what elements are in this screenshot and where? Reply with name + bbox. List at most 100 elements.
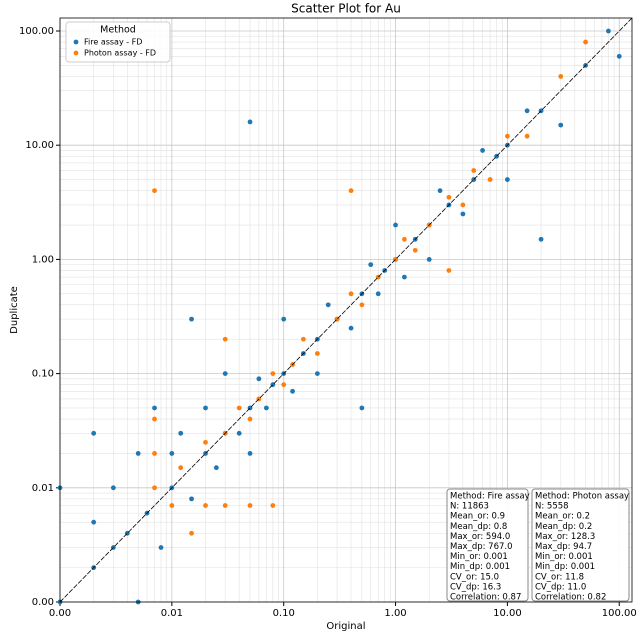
point (359, 405, 365, 411)
stats-line: Mean_dp: 0.2 (535, 522, 592, 532)
point (348, 325, 354, 331)
stats-line: Method: Photon assay (535, 492, 629, 502)
stats-line: Mean_or: 0.2 (535, 512, 590, 522)
point (460, 211, 466, 217)
point (281, 382, 287, 388)
point (135, 451, 141, 456)
point (222, 336, 228, 342)
point (247, 503, 253, 508)
point (375, 291, 381, 297)
stats-line: CV_dp: 16.3 (450, 582, 501, 592)
y-axis-label: Duplicate (9, 286, 20, 334)
point (91, 430, 97, 436)
point (290, 388, 295, 394)
x-tick-label: 100.00 (602, 608, 637, 619)
stats-line: CV_dp: 11.0 (535, 582, 586, 592)
point (348, 291, 354, 297)
point (505, 133, 510, 139)
x-tick-label: 10.00 (493, 608, 522, 619)
point (152, 451, 157, 456)
point (359, 302, 365, 308)
point (460, 202, 466, 208)
legend-marker (73, 50, 79, 56)
stats-line: Min_dp: 0.001 (535, 562, 595, 572)
legend-label: Fire assay - FD (84, 38, 142, 47)
point (348, 188, 354, 194)
stats-line: Correlation: 0.87 (450, 593, 521, 603)
point (616, 53, 622, 59)
point (169, 503, 175, 508)
point (91, 519, 97, 525)
point (203, 503, 208, 508)
point (189, 530, 194, 536)
point (583, 39, 588, 45)
point (606, 28, 611, 34)
point (178, 465, 184, 471)
stats-line: Method: Fire assay (450, 492, 530, 502)
point (203, 405, 208, 411)
point (393, 222, 398, 228)
stats-line: N: 5558 (535, 502, 569, 512)
point (402, 274, 407, 280)
point (412, 247, 418, 253)
stats-line: Max_dp: 767.0 (450, 542, 513, 552)
point (152, 416, 157, 422)
point (558, 74, 564, 79)
plot-frame (59, 17, 633, 603)
point (426, 257, 432, 262)
point (480, 148, 485, 153)
stats-line: CV_or: 15.0 (450, 572, 499, 582)
y-tick-label: 0.10 (32, 369, 54, 380)
point (471, 168, 477, 173)
point (446, 194, 452, 200)
stats-line: Max_or: 128.3 (535, 532, 595, 542)
x-tick-label: 0.01 (161, 608, 183, 619)
y-tick-label: 0.00 (32, 597, 54, 608)
x-axis-label: Original (326, 621, 365, 632)
legend-box (65, 21, 171, 63)
stats-line: Min_dp: 0.001 (450, 562, 510, 572)
point (236, 430, 242, 436)
point (314, 371, 320, 377)
point (247, 119, 253, 125)
x-tick-label: 0.10 (273, 608, 295, 619)
stats-line: Max_or: 594.0 (450, 532, 510, 542)
point (222, 503, 228, 508)
stats-line: Max_dp: 94.7 (535, 542, 592, 552)
point (152, 485, 157, 491)
point (158, 545, 164, 550)
y-tick-label: 1.00 (32, 254, 54, 265)
legend-marker (73, 39, 79, 45)
point (437, 188, 443, 194)
point (558, 122, 564, 128)
point (524, 133, 530, 139)
stats-line: N: 11863 (450, 502, 489, 512)
point (325, 302, 331, 308)
point (487, 177, 493, 182)
point (314, 351, 320, 356)
stats-line: Mean_or: 0.9 (450, 512, 505, 522)
y-tick-label: 100.00 (19, 26, 54, 37)
point (524, 108, 530, 114)
point (152, 405, 157, 411)
y-tick-label: 10.00 (25, 140, 54, 151)
point (446, 268, 452, 273)
point (263, 405, 269, 411)
chart-title: Scatter Plot for Au (291, 2, 401, 16)
point (236, 405, 242, 411)
point (213, 465, 219, 471)
point (270, 503, 276, 508)
stats-line: CV_or: 11.8 (535, 572, 584, 582)
point (169, 451, 175, 456)
point (203, 439, 208, 445)
stats-line: Min_or: 0.001 (535, 552, 593, 562)
point (281, 316, 287, 322)
stats-box (531, 488, 630, 602)
point (505, 177, 510, 182)
point (270, 371, 276, 377)
stats-line: Mean_dp: 0.8 (450, 522, 507, 532)
point (247, 416, 253, 422)
point (247, 451, 253, 456)
point (189, 316, 194, 322)
